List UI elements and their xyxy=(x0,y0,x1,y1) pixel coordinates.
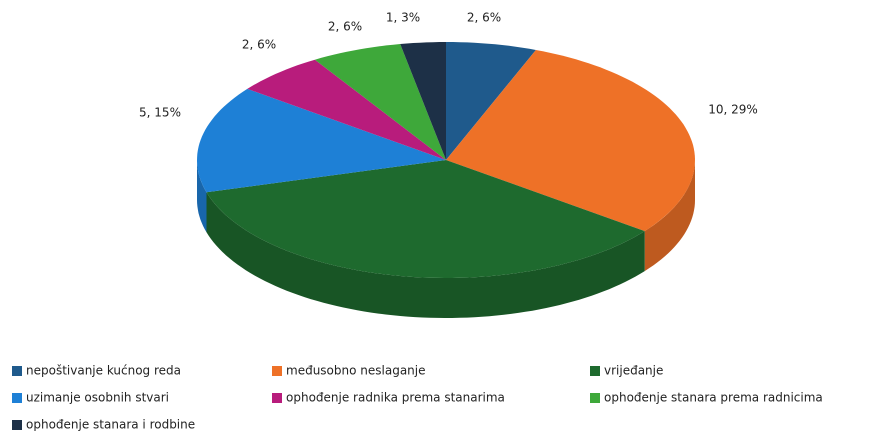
data-label: 2, 6% xyxy=(328,20,362,34)
legend-label: međusobno neslaganje xyxy=(286,364,426,378)
legend-label: nepoštivanje kućnog reda xyxy=(26,364,181,378)
slice-side xyxy=(197,160,207,233)
slice xyxy=(446,50,695,232)
data-label: 10, 29% xyxy=(708,103,758,117)
slice xyxy=(446,42,536,160)
legend-swatch xyxy=(590,366,600,376)
data-label: 2, 6% xyxy=(242,38,276,52)
legend-label: ophođenje radnika prema stanarima xyxy=(286,391,505,405)
legend-label: ophođenje stanara prema radnicima xyxy=(604,391,823,405)
data-label: 1, 3% xyxy=(386,11,420,25)
slice xyxy=(314,44,446,160)
legend-swatch xyxy=(12,366,22,376)
slice xyxy=(206,160,645,278)
legend-swatch xyxy=(12,420,22,430)
data-label: 5, 15% xyxy=(139,106,181,120)
legend-swatch xyxy=(272,366,282,376)
slice xyxy=(247,59,446,161)
legend-swatch xyxy=(272,393,282,403)
slice xyxy=(400,42,446,160)
data-label: 2, 6% xyxy=(467,11,501,25)
legend-label: vrijeđanje xyxy=(604,364,663,378)
slice xyxy=(197,88,446,193)
legend-label: uzimanje osobnih stvari xyxy=(26,391,169,405)
legend-swatch xyxy=(12,393,22,403)
slice-side xyxy=(644,160,695,272)
legend-swatch xyxy=(590,393,600,403)
slice-side xyxy=(206,192,645,318)
legend-label: ophođenje stanara i rodbine xyxy=(26,418,195,432)
